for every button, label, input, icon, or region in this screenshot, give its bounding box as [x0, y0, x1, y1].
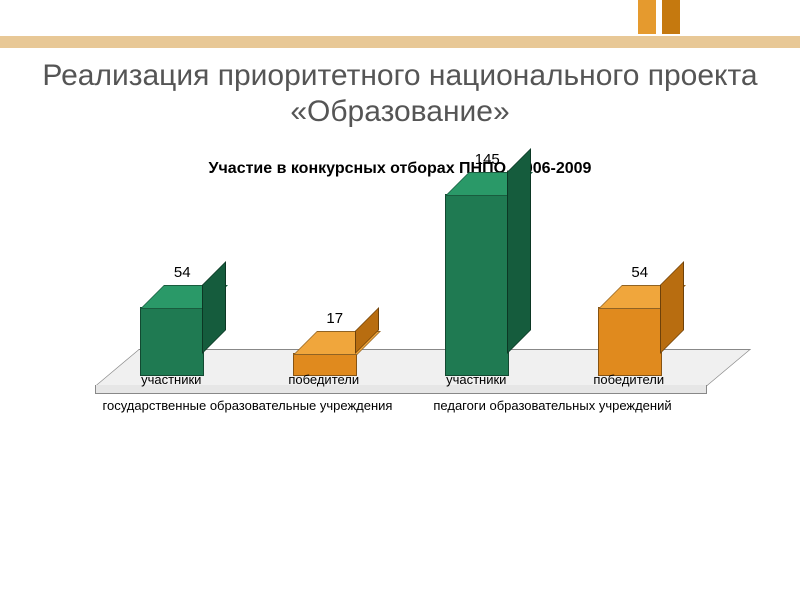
chart-group-axis: государственные образовательные учрежден… — [95, 398, 705, 414]
chart-group-label: педагоги образовательных учреждений — [400, 398, 705, 414]
chart-category-label: участники — [400, 372, 553, 387]
decorative-rays — [540, 440, 800, 600]
accent-block — [638, 0, 656, 34]
chart-group-label: государственные образовательные учрежден… — [95, 398, 400, 414]
chart-category-label: участники — [95, 372, 248, 387]
chart: Участие в конкурсных отборах ПНПО, 2006-… — [95, 160, 705, 386]
chart-bar-value: 17 — [295, 310, 375, 327]
chart-bar-value: 54 — [142, 264, 222, 281]
chart-category-label: победители — [553, 372, 706, 387]
accent-stripe — [0, 36, 800, 48]
chart-bar-value: 145 — [447, 151, 527, 168]
accent-blocks — [638, 0, 680, 34]
slide-title: Реализация приоритетного национального п… — [0, 58, 800, 130]
chart-title: Участие в конкурсных отборах ПНПО, 2006-… — [95, 160, 705, 178]
chart-bar-value: 54 — [600, 264, 680, 281]
chart-category-axis: участникипобедителиучастникипобедители — [95, 372, 705, 387]
chart-plot: 541714554 — [95, 186, 705, 386]
chart-category-label: победители — [248, 372, 401, 387]
accent-block — [662, 0, 680, 34]
